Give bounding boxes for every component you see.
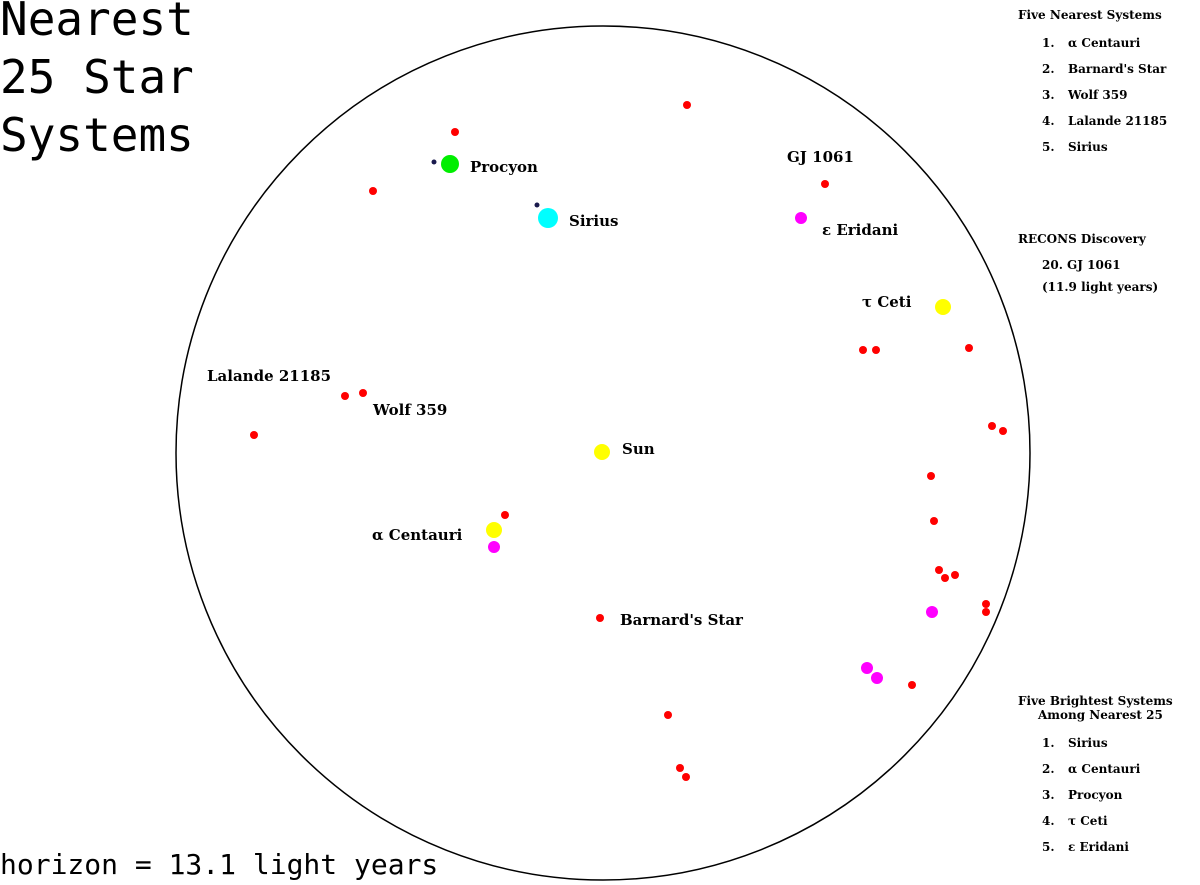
label-eps-eridani: ε Eridani bbox=[822, 221, 898, 239]
recons-heading: RECONS Discovery bbox=[1018, 232, 1146, 246]
star-dot bbox=[859, 346, 867, 354]
star-dot bbox=[951, 571, 959, 579]
star-dot bbox=[872, 346, 880, 354]
list-item: 5. Sirius bbox=[1042, 140, 1108, 154]
star-dot bbox=[926, 606, 938, 618]
label-procyon: Procyon bbox=[470, 158, 538, 176]
star-dot bbox=[486, 522, 502, 538]
label-tau-ceti: τ Ceti bbox=[862, 293, 912, 311]
horizon-circle bbox=[175, 25, 1031, 881]
label-sun: Sun bbox=[622, 440, 655, 458]
star-dot bbox=[988, 422, 996, 430]
brightest-heading: Five Brightest Systems bbox=[1018, 694, 1173, 708]
title-line: Systems bbox=[0, 108, 194, 162]
list-item: 1. Sirius bbox=[1042, 736, 1108, 750]
star-dot bbox=[821, 180, 829, 188]
star-dot bbox=[982, 600, 990, 608]
brightest-subheading: Among Nearest 25 bbox=[1038, 708, 1163, 722]
star-dot bbox=[359, 389, 367, 397]
recons-distance: (11.9 light years) bbox=[1042, 280, 1159, 294]
star-dot bbox=[908, 681, 916, 689]
label-sirius: Sirius bbox=[569, 212, 618, 230]
star-dot bbox=[664, 711, 672, 719]
star-dot bbox=[930, 517, 938, 525]
label-gj1061: GJ 1061 bbox=[787, 148, 854, 166]
brightest-list: Five Brightest Systems Among Nearest 25 … bbox=[1018, 694, 1173, 866]
star-dot bbox=[871, 672, 883, 684]
horizon-caption: horizon = 13.1 light years bbox=[0, 848, 439, 881]
nearest-heading: Five Nearest Systems bbox=[1018, 8, 1162, 22]
nearest-list: Five Nearest Systems 1. α Centauri 2. Barn… bbox=[1018, 8, 1167, 166]
label-lalande: Lalande 21185 bbox=[207, 367, 331, 385]
star-dot bbox=[341, 392, 349, 400]
star-dot bbox=[682, 773, 690, 781]
list-item: 2. α Centauri bbox=[1042, 762, 1141, 776]
star-dot bbox=[369, 187, 377, 195]
list-item: 5. ε Eridani bbox=[1042, 840, 1129, 854]
list-item: 4. τ Ceti bbox=[1042, 814, 1108, 828]
star-dot bbox=[451, 128, 459, 136]
star-dot bbox=[594, 444, 610, 460]
star-dot bbox=[927, 472, 935, 480]
star-dot bbox=[676, 764, 684, 772]
star-dot bbox=[965, 344, 973, 352]
recons-discovery: RECONS Discovery 20. GJ 1061 (11.9 light… bbox=[1018, 232, 1158, 294]
star-dot bbox=[935, 566, 943, 574]
star-dot bbox=[488, 541, 500, 553]
star-dot bbox=[441, 155, 459, 173]
star-dot bbox=[501, 511, 509, 519]
star-dot bbox=[431, 159, 437, 165]
label-barnard: Barnard's Star bbox=[620, 611, 744, 629]
star-dot bbox=[538, 208, 558, 228]
list-item: 2. Barnard's Star bbox=[1042, 62, 1167, 76]
star-dot bbox=[683, 101, 691, 109]
star-dot bbox=[596, 614, 604, 622]
star-dot bbox=[999, 427, 1007, 435]
list-item: 3. Wolf 359 bbox=[1042, 88, 1128, 102]
label-alpha-centauri: α Centauri bbox=[372, 526, 463, 544]
star-dot bbox=[795, 212, 807, 224]
star-dot bbox=[935, 299, 951, 315]
page-title: Nearest 25 Star Systems bbox=[0, 0, 194, 164]
list-item: 3. Procyon bbox=[1042, 788, 1123, 802]
list-item: 4. Lalande 21185 bbox=[1042, 114, 1168, 128]
list-item: 1. α Centauri bbox=[1042, 36, 1141, 50]
recons-line: 20. GJ 1061 bbox=[1042, 258, 1121, 272]
star-dot bbox=[982, 608, 990, 616]
star-dot bbox=[941, 574, 949, 582]
star-dot bbox=[250, 431, 258, 439]
star-dot bbox=[861, 662, 873, 674]
star-dot bbox=[534, 202, 540, 208]
title-line: Nearest bbox=[0, 0, 194, 46]
label-wolf: Wolf 359 bbox=[372, 401, 447, 419]
title-line: 25 Star bbox=[0, 50, 194, 104]
